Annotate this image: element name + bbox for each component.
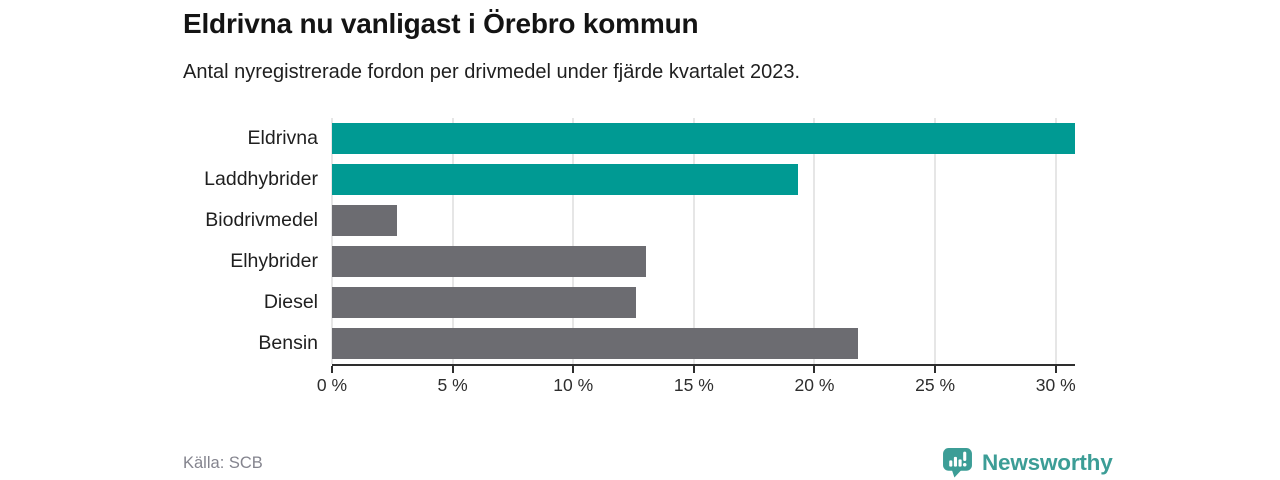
x-axis-tick-label: 25 % [915, 375, 956, 395]
x-axis-tick [692, 366, 695, 373]
x-axis-tick-label: 20 % [794, 375, 835, 395]
brand-footer: Newsworthy [942, 447, 1113, 478]
category-label: Elhybrider [230, 250, 318, 272]
chart-title: Eldrivna nu vanligast i Örebro kommun [183, 8, 699, 39]
x-axis-tick [1054, 366, 1057, 373]
x-axis-tick-label: 0 % [316, 375, 348, 395]
bar-elhybrider [332, 246, 646, 277]
category-label: Diesel [263, 291, 318, 313]
bar-eldrivna [332, 123, 1075, 154]
bars [332, 118, 1075, 364]
x-axis-tick-label: 30 % [1035, 375, 1076, 395]
category-label: Laddhybrider [204, 168, 318, 190]
x-axis-tick [934, 366, 937, 373]
plot-area [331, 118, 1075, 364]
logo-badge [943, 448, 972, 478]
gridline [451, 118, 454, 364]
newsworthy-logo-icon [942, 447, 973, 478]
x-axis-tick [813, 366, 816, 373]
x-axis: 0 % 5 % 10 % 15 % 20 % 25 % 30 % [317, 364, 1076, 395]
gridline [1054, 118, 1057, 364]
x-axis-tick-label: 10 % [553, 375, 594, 395]
chart-subtitle: Antal nyregistrerade fordon per drivmede… [183, 61, 801, 83]
brand-name: Newsworthy [982, 449, 1113, 475]
source-note: Källa: SCB [183, 454, 263, 472]
x-axis-tick [331, 366, 333, 373]
gridline [331, 118, 333, 364]
gridline [572, 118, 575, 364]
category-label: Biodrivmedel [205, 209, 318, 231]
category-label: Bensin [258, 332, 318, 354]
gridline [813, 118, 816, 364]
bar-laddhybrider [332, 163, 798, 195]
category-label: Eldrivna [247, 127, 318, 149]
x-axis-tick-label: 15 % [673, 375, 714, 395]
y-axis-labels: Eldrivna Laddhybrider Biodrivmedel Elhybrid… [0, 118, 318, 364]
bar-biodrivmedel [332, 204, 398, 236]
gridline [692, 118, 695, 364]
x-axis-tick-label: 5 % [437, 375, 468, 395]
logo-bars [949, 451, 967, 467]
x-axis-tick [572, 366, 575, 373]
x-axis-tick [451, 366, 454, 373]
gridline [934, 118, 937, 364]
bar-bensin [332, 328, 858, 359]
bar-diesel [332, 286, 636, 318]
